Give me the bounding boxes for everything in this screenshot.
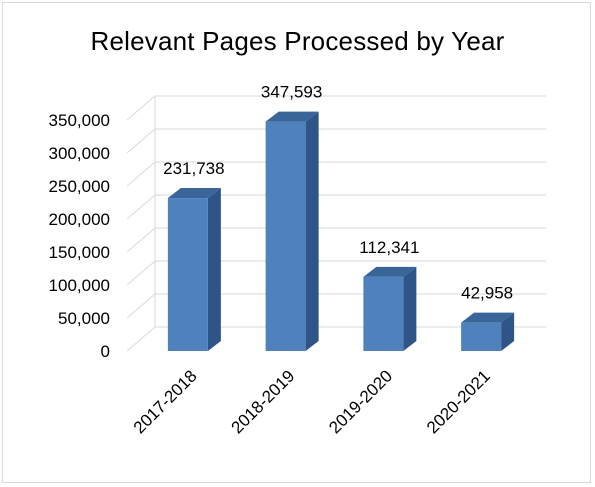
data-labels: 231,738 347,593 112,341 42,958 (163, 83, 513, 303)
gridline-depth (126, 194, 156, 220)
bar-top (363, 266, 417, 277)
bar-side (305, 111, 319, 351)
y-tick-label: 100,000 (49, 276, 110, 295)
data-label: 347,593 (261, 83, 322, 102)
y-tick-label: 350,000 (49, 111, 110, 130)
bar-side (501, 312, 515, 351)
bar (265, 121, 306, 351)
data-label: 112,341 (359, 238, 419, 257)
gridline-depth (126, 161, 156, 187)
bar-top (167, 188, 221, 199)
gridline-depth (126, 227, 156, 253)
bar (363, 276, 404, 351)
y-tick-label: 50,000 (58, 309, 110, 328)
gridline-depth (126, 260, 156, 286)
y-tick-label: 300,000 (49, 144, 110, 163)
gridline-depth (126, 326, 156, 352)
y-tick-label: 250,000 (49, 177, 110, 196)
bar (461, 322, 502, 351)
y-tick-label: 200,000 (49, 210, 110, 229)
data-label: 42,958 (461, 284, 513, 303)
y-tick-label: 0 (101, 342, 110, 361)
chart-title: Relevant Pages Processed by Year (90, 26, 505, 56)
bar-side (403, 266, 417, 351)
gridline-depth (126, 293, 156, 319)
bar-top (265, 111, 319, 122)
x-tick-label: 2019-2020 (325, 366, 396, 437)
bar (167, 198, 208, 351)
x-tick-label: 2018-2019 (228, 366, 299, 437)
bar-top (461, 312, 515, 323)
gridline-depth (126, 128, 156, 154)
bar-side (207, 188, 221, 351)
x-axis-ticks: 2017-2018 2018-2019 2019-2020 2020-2021 (130, 366, 494, 437)
bars (167, 111, 515, 351)
x-tick-label: 2017-2018 (130, 366, 201, 437)
data-label: 231,738 (163, 159, 224, 178)
y-axis-ticks: 0 50,000 100,000 150,000 200,000 250,000 300,0… (49, 111, 110, 361)
gridline-depth (126, 95, 156, 121)
x-tick-label: 2020-2021 (423, 366, 494, 437)
y-tick-label: 150,000 (49, 243, 110, 262)
